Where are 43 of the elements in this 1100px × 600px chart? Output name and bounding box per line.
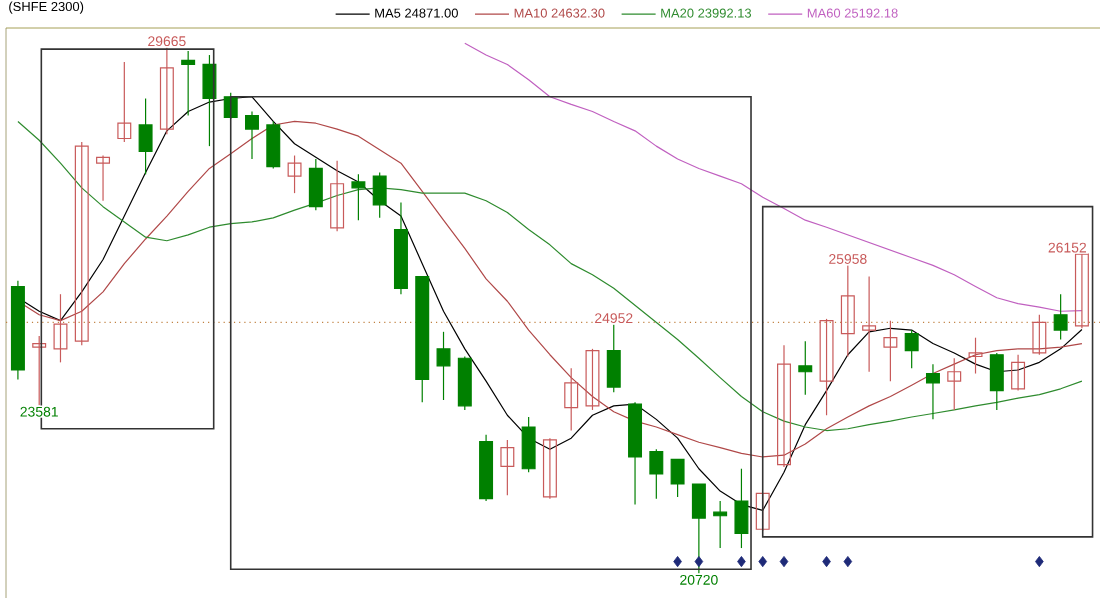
- candlestick: [989, 352, 1004, 411]
- candlestick: [74, 141, 89, 346]
- candlestick: [53, 293, 68, 363]
- candlestick: [308, 158, 323, 211]
- candlestick: [96, 154, 111, 202]
- candlestick: [670, 458, 685, 498]
- candlestick: [159, 47, 174, 135]
- candlestick: [947, 357, 962, 411]
- candlestick: [266, 120, 281, 170]
- candlestick: [181, 50, 196, 117]
- candlestick: [819, 318, 834, 416]
- candlestick: [457, 355, 472, 411]
- candlestick: [351, 173, 366, 221]
- candlestick: [649, 448, 664, 500]
- candlestick: [436, 331, 451, 401]
- candlestick: [1011, 354, 1026, 392]
- candlestick: [883, 320, 898, 382]
- candlestick: [521, 416, 536, 473]
- candlestick: [138, 97, 153, 175]
- candlestick: [904, 329, 919, 369]
- candlestick: [372, 171, 387, 219]
- candlestick: [500, 439, 515, 496]
- candlestick: [606, 324, 621, 393]
- candlestick: [117, 61, 132, 143]
- candlestick: [1032, 314, 1047, 356]
- candlestick: [1074, 253, 1089, 329]
- candlestick: [734, 468, 749, 549]
- candlestick: [330, 160, 345, 232]
- candlestick: [32, 335, 47, 406]
- candlestick: [202, 54, 217, 147]
- candlestick: [968, 337, 983, 375]
- candlestick: [287, 154, 302, 194]
- candlestick: [925, 363, 940, 420]
- candlestick: [542, 437, 557, 500]
- candlestick: [691, 483, 706, 574]
- candlestick: [777, 344, 791, 468]
- candlestick: [585, 348, 600, 411]
- candlestick: [840, 264, 855, 358]
- candlestick: [862, 275, 877, 373]
- candlestick: [798, 340, 813, 396]
- candlestick: [245, 110, 259, 160]
- candlestick: [564, 367, 579, 432]
- candlestick: [1053, 293, 1068, 341]
